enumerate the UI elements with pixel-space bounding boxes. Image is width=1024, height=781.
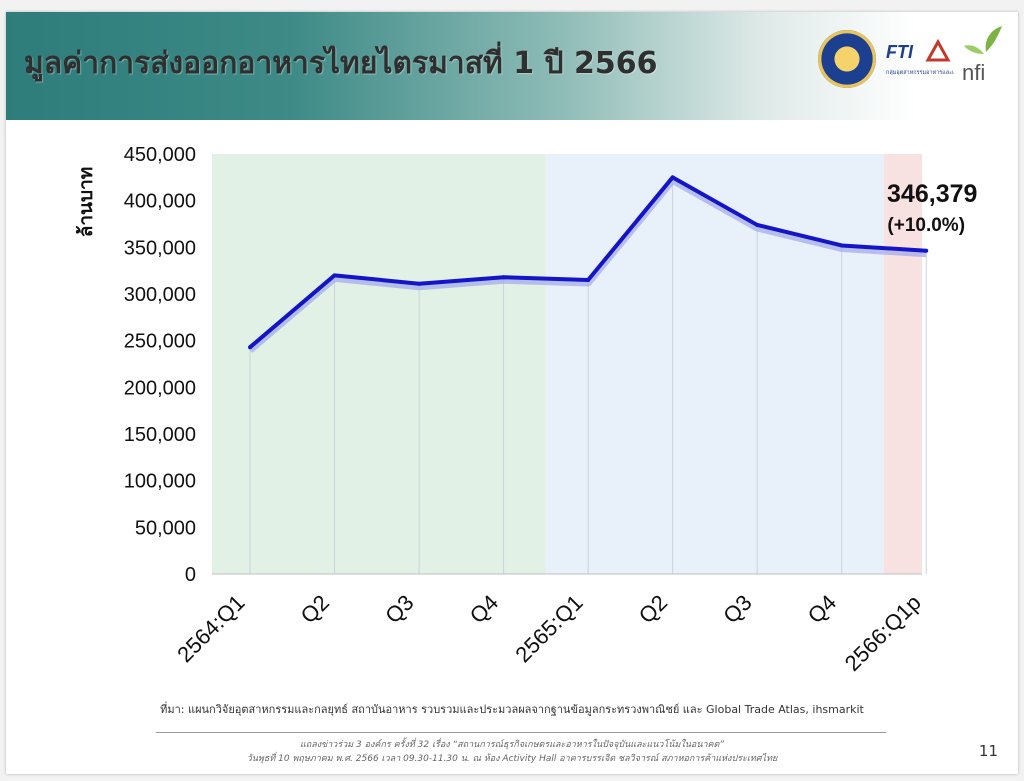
x-tick-label: 2564:Q1 bbox=[172, 590, 249, 667]
nfi-logo: nfi bbox=[962, 26, 1002, 85]
y-tick-label: 400,000 bbox=[124, 191, 196, 213]
y-tick-label: 250,000 bbox=[124, 331, 196, 353]
x-tick-label: Q3 bbox=[718, 590, 756, 628]
y-tick-label: 50,000 bbox=[135, 517, 196, 539]
y-tick-label: 200,000 bbox=[124, 377, 196, 399]
x-tick-label: Q2 bbox=[634, 590, 672, 628]
series-line-shadow bbox=[247, 176, 927, 353]
y-tick-label: 0 bbox=[185, 564, 196, 586]
footer-line-1: แถลงข่าวร่วม 3 องค์กร ครั้งที่ 32 เรื่อง… bbox=[299, 740, 725, 750]
period-band-1 bbox=[545, 154, 884, 574]
y-tick-label: 450,000 bbox=[124, 144, 196, 166]
slide: มูลค่าการส่งออกอาหารไทยไตรมาสที่ 1 ปี 25… bbox=[6, 12, 1018, 774]
period-band-2 bbox=[883, 154, 922, 574]
y-tick-label: 100,000 bbox=[124, 471, 196, 493]
nfi-logo-text: nfi bbox=[962, 60, 985, 85]
fti-logo-subtext: กลุ่มอุตสาหกรรมอาหารและเครื่องดื่ม bbox=[886, 68, 954, 76]
data-point bbox=[332, 273, 337, 278]
slide-title: มูลค่าการส่งออกอาหารไทยไตรมาสที่ 1 ปี 25… bbox=[24, 46, 658, 81]
data-point bbox=[501, 275, 506, 280]
x-tick-label: 2565:Q1 bbox=[510, 590, 587, 667]
source-note: ที่มา: แผนกวิจัยอุตสาหกรรมและกลยุทธ์ สถา… bbox=[160, 703, 864, 716]
export-value-line-chart: 450,000 400,000 350,000 300,000 250,000 200,0… bbox=[75, 144, 977, 676]
page-number: 11 bbox=[978, 742, 998, 760]
period-band-0 bbox=[212, 154, 546, 574]
logo-group: FTI กลุ่มอุตสาหกรรมอาหารและเครื่องดื่ม n… bbox=[818, 22, 1008, 102]
chamber-seal-logo bbox=[818, 30, 876, 88]
footer-line-2: วันพุธที่ 10 พฤษภาคม พ.ศ. 2566 เวลา 09.3… bbox=[246, 754, 778, 764]
x-tick-label: Q2 bbox=[296, 590, 334, 628]
fti-logo-text: FTI bbox=[886, 42, 914, 62]
data-point bbox=[586, 278, 591, 282]
y-axis-label: ล้านบาท bbox=[75, 167, 97, 238]
x-tick-label: 2566:Q1p bbox=[840, 590, 926, 676]
y-tick-label: 300,000 bbox=[124, 284, 196, 306]
data-point bbox=[755, 222, 760, 227]
x-tick-label: Q4 bbox=[465, 590, 503, 628]
data-point bbox=[670, 175, 675, 180]
footer-divider bbox=[156, 732, 886, 733]
data-point bbox=[839, 243, 844, 248]
data-point bbox=[417, 281, 422, 286]
annotation-value: 346,379 bbox=[887, 180, 977, 208]
y-tick-label: 350,000 bbox=[124, 237, 196, 259]
x-tick-label: Q4 bbox=[803, 590, 841, 628]
y-tick-label: 150,000 bbox=[124, 424, 196, 446]
data-point bbox=[248, 345, 253, 350]
annotation-change: (+10.0%) bbox=[887, 215, 965, 236]
x-tick-label: Q3 bbox=[380, 590, 418, 628]
fti-logo: FTI กลุ่มอุตสาหกรรมอาหารและเครื่องดื่ม bbox=[886, 38, 954, 76]
data-point bbox=[924, 248, 929, 253]
footer-text: แถลงข่าวร่วม 3 องค์กร ครั้งที่ 32 เรื่อง… bbox=[6, 738, 1018, 766]
